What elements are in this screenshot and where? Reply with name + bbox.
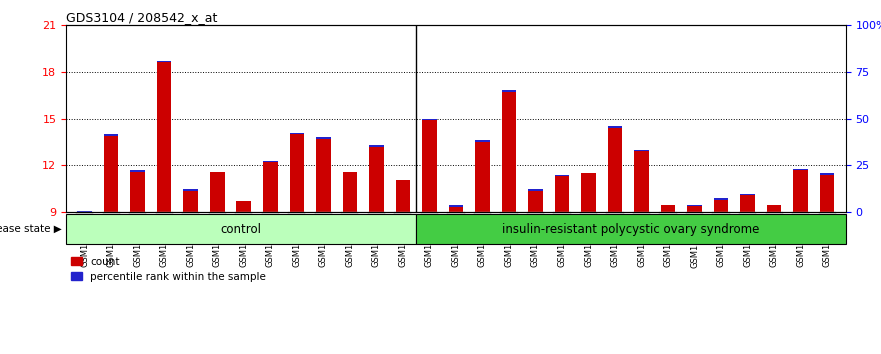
Bar: [474, 212, 491, 217]
Bar: [766, 205, 781, 212]
Bar: [448, 205, 463, 207]
Bar: [182, 212, 199, 217]
Bar: [422, 119, 437, 120]
Bar: [820, 173, 834, 212]
Bar: [130, 170, 145, 172]
Bar: [740, 194, 755, 212]
Bar: [606, 212, 624, 217]
Bar: [794, 169, 808, 170]
Bar: [501, 90, 516, 212]
Bar: [104, 134, 118, 212]
Bar: [395, 212, 411, 217]
Bar: [102, 212, 120, 217]
Bar: [290, 133, 304, 134]
Bar: [343, 172, 357, 212]
Bar: [475, 141, 490, 212]
Bar: [553, 212, 571, 217]
Bar: [687, 205, 702, 212]
Bar: [448, 205, 463, 212]
Bar: [818, 212, 836, 217]
Bar: [416, 214, 846, 244]
Bar: [500, 212, 517, 217]
Bar: [448, 212, 464, 217]
Bar: [316, 137, 330, 139]
Bar: [290, 133, 304, 212]
Bar: [183, 189, 198, 190]
Bar: [634, 150, 648, 212]
Bar: [529, 189, 543, 190]
Bar: [580, 212, 597, 217]
Bar: [369, 145, 383, 212]
Bar: [501, 90, 516, 92]
Bar: [157, 61, 172, 212]
Bar: [714, 198, 729, 200]
Bar: [367, 212, 385, 217]
Bar: [210, 172, 225, 212]
Bar: [686, 212, 703, 217]
Bar: [634, 150, 648, 152]
Bar: [369, 145, 383, 147]
Bar: [209, 212, 226, 217]
Bar: [421, 212, 438, 217]
Bar: [820, 173, 834, 175]
Bar: [661, 205, 676, 212]
Bar: [792, 212, 810, 217]
Bar: [687, 205, 702, 206]
Bar: [288, 212, 306, 217]
Bar: [739, 212, 756, 217]
Bar: [608, 126, 622, 212]
Bar: [581, 173, 596, 212]
Bar: [794, 169, 808, 212]
Bar: [422, 119, 437, 212]
Bar: [263, 161, 278, 162]
Bar: [529, 189, 543, 212]
Bar: [235, 212, 252, 217]
Bar: [660, 212, 677, 217]
Bar: [555, 175, 569, 176]
Bar: [341, 212, 359, 217]
Bar: [740, 194, 755, 195]
Bar: [608, 126, 622, 128]
Text: GDS3104 / 208542_x_at: GDS3104 / 208542_x_at: [66, 11, 218, 24]
Text: disease state ▶: disease state ▶: [0, 224, 62, 234]
Bar: [714, 198, 729, 212]
Bar: [633, 212, 650, 217]
Bar: [157, 61, 172, 62]
Bar: [713, 212, 729, 217]
Bar: [78, 211, 92, 212]
Bar: [104, 134, 118, 136]
Bar: [129, 212, 146, 217]
Bar: [183, 189, 198, 212]
Bar: [263, 161, 278, 212]
Bar: [130, 170, 145, 212]
Bar: [316, 137, 330, 212]
Bar: [315, 212, 332, 217]
Text: control: control: [220, 223, 262, 236]
Bar: [262, 212, 279, 217]
Bar: [396, 179, 411, 212]
Bar: [527, 212, 544, 217]
Bar: [156, 212, 173, 217]
Bar: [555, 175, 569, 212]
Bar: [766, 212, 783, 217]
Bar: [66, 214, 416, 244]
Legend: count, percentile rank within the sample: count, percentile rank within the sample: [71, 257, 266, 282]
Bar: [78, 211, 92, 214]
Text: insulin-resistant polycystic ovary syndrome: insulin-resistant polycystic ovary syndr…: [502, 223, 759, 236]
Bar: [76, 212, 93, 217]
Bar: [475, 141, 490, 142]
Bar: [236, 201, 251, 212]
